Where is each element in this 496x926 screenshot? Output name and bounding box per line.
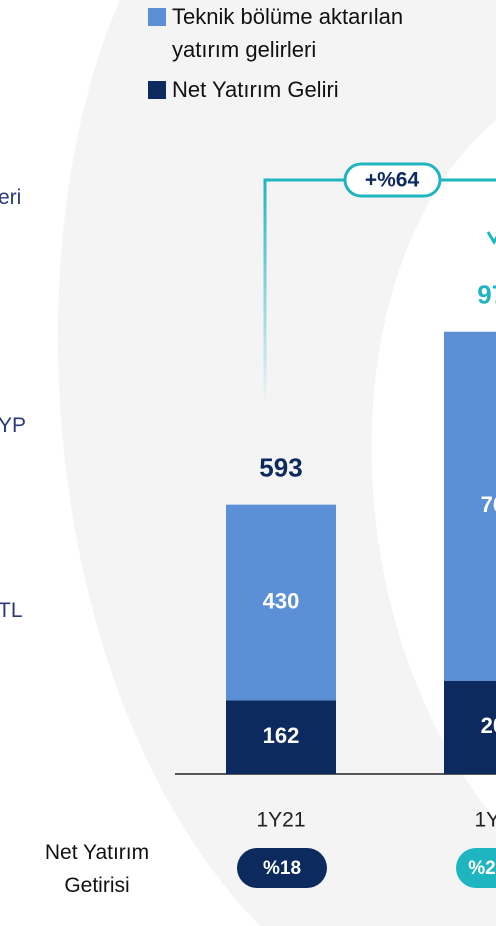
growth-label: +%64	[365, 169, 420, 192]
legend-label: Teknik bölüme aktarılan yatırım gelirler…	[172, 4, 404, 62]
growth-pill	[343, 162, 442, 198]
legend-swatch	[148, 8, 166, 26]
total-label: 593	[259, 453, 302, 483]
x-tick-label: 1Y22	[474, 809, 496, 832]
bar-label: 162	[263, 723, 300, 748]
return-pill	[237, 848, 327, 888]
left-fragment: eri	[0, 186, 22, 209]
left-fragment: YP	[0, 414, 27, 437]
arrow	[486, 231, 496, 245]
return-label: %2	[468, 858, 495, 879]
background-swoosh	[57, 0, 496, 926]
bar-label: 767	[481, 492, 496, 517]
bar-segment	[444, 331, 496, 681]
legend-label: Net Yatırım Geliri	[172, 77, 339, 102]
bar-label: 205	[481, 713, 496, 738]
left-fragment: TL	[0, 599, 23, 622]
x-tick-label: 1Y21	[256, 809, 305, 832]
bar-label: 430	[263, 588, 300, 613]
bar-segment	[226, 700, 336, 774]
bar-segment	[444, 680, 496, 774]
bar-segment	[226, 504, 336, 701]
row-label: Net Yatırım Getirisi	[44, 841, 150, 897]
return-label: %18	[263, 858, 301, 879]
total-label: 972	[477, 280, 496, 310]
return-pill	[456, 848, 496, 888]
legend-swatch	[148, 81, 166, 99]
